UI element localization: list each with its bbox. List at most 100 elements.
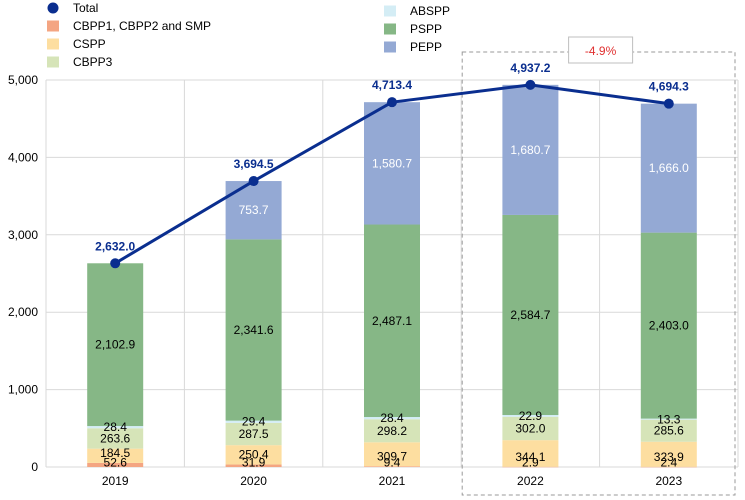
bar-segment <box>502 214 559 415</box>
legend-marker <box>47 56 59 68</box>
x-tick-label: 2019 <box>102 474 129 488</box>
x-axis: 2019 2020 2021 2022 2023 <box>102 474 683 488</box>
bar-segment <box>225 422 282 446</box>
bar-value-label: 29.4 <box>242 415 266 429</box>
bar-segment <box>364 224 420 418</box>
total-point <box>525 79 536 90</box>
bar-segment <box>640 418 697 420</box>
legend-marker <box>47 2 59 14</box>
bar-segment <box>364 102 420 225</box>
bar-value-label: 2,102.9 <box>95 338 135 352</box>
legend-marker <box>384 41 396 53</box>
x-tick-label: 2023 <box>655 474 682 488</box>
total-value-label: 4,694.3 <box>649 80 689 94</box>
bar-segment <box>364 466 420 467</box>
legend: Total CBPP1, CBPP2 and SMP CSPP CBPP3 ABSPP P… <box>47 1 450 69</box>
bar-value-label: 323.9 <box>654 450 684 464</box>
bar-value-label: 298.2 <box>377 424 407 438</box>
bar-segment <box>364 442 420 467</box>
total-value-label: 2,632.0 <box>95 239 135 253</box>
bar-value-label: 2,584.7 <box>510 308 550 322</box>
bars: 52.6184.5263.628.42,102.931.9250.4287.52… <box>87 84 697 470</box>
bar-value-label: 9.4 <box>384 456 401 470</box>
y-tick-label: 3,000 <box>8 228 38 242</box>
bar-segment <box>225 464 282 467</box>
total-value-label: 3,694.5 <box>234 157 274 171</box>
bar-value-label: 2,403.0 <box>649 319 689 333</box>
highlight-box: -4.9% <box>461 36 736 496</box>
bar-value-label: 285.6 <box>654 424 684 438</box>
legend-label: CBPP3 <box>73 55 113 69</box>
bar-segment <box>502 416 559 441</box>
bar-value-label: 344.1 <box>515 450 545 464</box>
bar-segment <box>87 263 144 427</box>
bar-value-label: 263.6 <box>100 431 130 445</box>
x-tick-label: 2021 <box>379 474 406 488</box>
total-value-label: 4,937.2 <box>510 61 550 75</box>
bar-value-label: 1,680.7 <box>510 143 550 157</box>
bar-segment <box>502 414 559 417</box>
legend-label: ABSPP <box>410 4 450 18</box>
total-value-label: 4,713.4 <box>372 78 412 92</box>
bar-segment <box>502 84 559 215</box>
bar-segment <box>502 440 559 467</box>
bar-value-label: 1,666.0 <box>649 161 689 175</box>
bar-segment <box>87 428 144 449</box>
legend-marker <box>384 5 396 17</box>
bar-segment <box>640 419 697 442</box>
bar-value-label: 2.4 <box>660 456 677 470</box>
legend-label: Total <box>73 1 98 15</box>
legend-label: PSPP <box>410 22 442 36</box>
bar-value-label: 2.9 <box>522 456 539 470</box>
bar-value-label: 13.3 <box>657 413 681 427</box>
bar-value-label: 28.4 <box>104 420 128 434</box>
y-tick-label: 1,000 <box>8 383 38 397</box>
bar-value-label: 22.9 <box>519 409 543 423</box>
bar-value-label: 2,341.6 <box>234 323 274 337</box>
bar-value-label: 184.5 <box>100 446 130 460</box>
bar-value-label: 287.5 <box>239 427 269 441</box>
bar-segment <box>225 445 282 465</box>
legend-marker <box>47 20 59 32</box>
bar-segment <box>87 462 144 467</box>
bar-value-label: 753.7 <box>239 203 269 217</box>
total-point <box>248 176 259 187</box>
bar-segment <box>640 441 697 467</box>
legend-marker <box>47 38 59 50</box>
bar-value-label: 52.6 <box>104 456 128 470</box>
bar-segment <box>640 232 697 419</box>
x-tick-label: 2022 <box>517 474 544 488</box>
bar-value-label: 31.9 <box>242 456 266 470</box>
bar-segment <box>502 466 559 468</box>
bar-segment <box>364 419 420 443</box>
bar-value-label: 2,487.1 <box>372 314 412 328</box>
legend-marker <box>384 23 396 35</box>
total-point <box>663 98 674 109</box>
bar-segment <box>640 103 697 233</box>
bar-segment <box>225 420 282 423</box>
bar-segment <box>87 426 144 429</box>
total-point <box>110 258 121 269</box>
legend-label: PEPP <box>410 40 442 54</box>
annotation-text: -4.9% <box>585 44 617 58</box>
legend-label: CBPP1, CBPP2 and SMP <box>73 19 211 33</box>
y-axis: 0 1,000 2,000 3,000 4,000 5,000 <box>8 73 38 474</box>
y-tick-label: 2,000 <box>8 305 38 319</box>
annotation-box <box>568 36 634 64</box>
bar-value-label: 28.4 <box>380 411 404 425</box>
bar-value-label: 302.0 <box>515 421 545 435</box>
bar-segment <box>640 466 697 468</box>
y-tick-label: 5,000 <box>8 73 38 87</box>
y-tick-label: 0 <box>31 460 38 474</box>
bar-value-label: 250.4 <box>239 448 269 462</box>
bar-value-label: 309.7 <box>377 449 407 463</box>
x-tick-label: 2020 <box>240 474 267 488</box>
bar-segment <box>364 417 420 420</box>
bar-segment <box>87 448 144 463</box>
bar-segment <box>225 239 282 421</box>
y-tick-label: 4,000 <box>8 150 38 164</box>
legend-label: CSPP <box>73 37 106 51</box>
total-point <box>387 97 397 108</box>
total-line: 2,632.0 3,694.5 4,713.4 4,937.2 4,694.3 <box>95 61 689 269</box>
